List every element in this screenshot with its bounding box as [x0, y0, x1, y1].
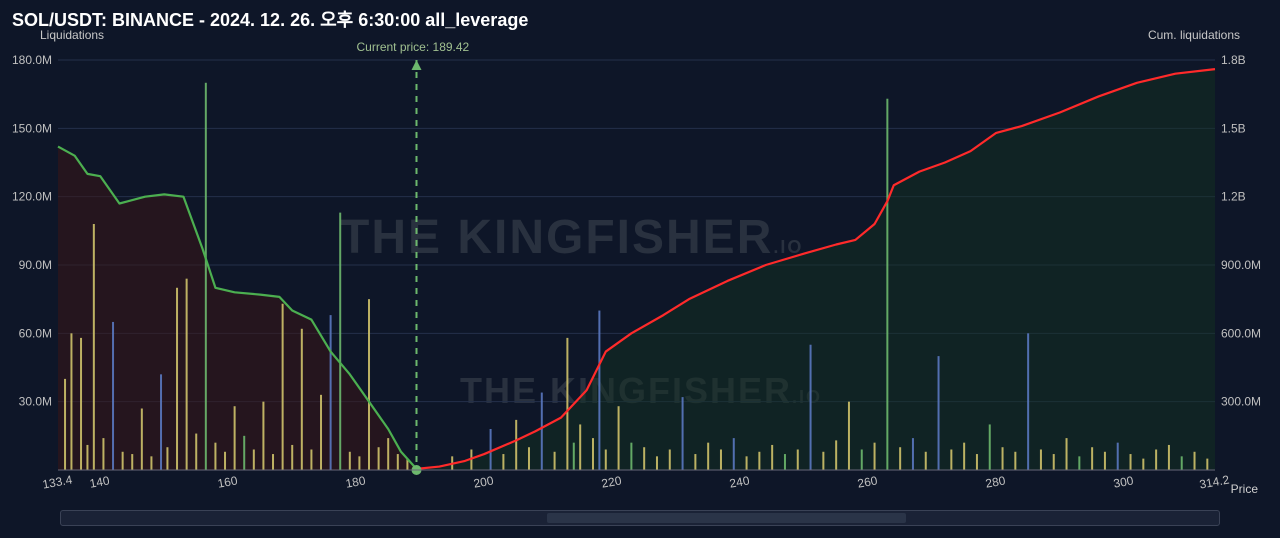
svg-text:314.2: 314.2 [1198, 473, 1230, 492]
svg-text:160: 160 [216, 473, 238, 490]
svg-text:200: 200 [472, 473, 494, 490]
svg-text:280: 280 [984, 473, 1006, 490]
svg-text:240: 240 [728, 473, 750, 490]
svg-text:180: 180 [344, 473, 366, 490]
svg-text:260: 260 [856, 473, 878, 490]
svg-text:30.0M: 30.0M [19, 395, 52, 409]
svg-text:300: 300 [1112, 473, 1134, 490]
svg-text:900.0M: 900.0M [1221, 258, 1261, 272]
range-slider-thumb[interactable] [547, 513, 906, 523]
svg-text:1.8B: 1.8B [1221, 53, 1246, 67]
svg-text:300.0M: 300.0M [1221, 395, 1261, 409]
svg-text:133.4: 133.4 [41, 473, 73, 492]
x-axis-label-price: Price [1231, 482, 1258, 496]
liquidation-chart[interactable]: 30.0M 60.0M 90.0M 120.0M 150.0M 180.0M 300.0M 6… [0, 0, 1280, 538]
svg-text:220: 220 [600, 473, 622, 490]
svg-text:140: 140 [88, 473, 110, 490]
svg-text:150.0M: 150.0M [12, 121, 52, 135]
svg-text:90.0M: 90.0M [19, 258, 52, 272]
svg-text:600.0M: 600.0M [1221, 326, 1261, 340]
svg-text:180.0M: 180.0M [12, 53, 52, 67]
svg-text:120.0M: 120.0M [12, 190, 52, 204]
current-price-label: Current price: 189.42 [356, 40, 469, 54]
svg-text:60.0M: 60.0M [19, 326, 52, 340]
svg-text:1.5B: 1.5B [1221, 121, 1246, 135]
svg-text:1.2B: 1.2B [1221, 190, 1246, 204]
range-slider[interactable] [60, 510, 1220, 526]
